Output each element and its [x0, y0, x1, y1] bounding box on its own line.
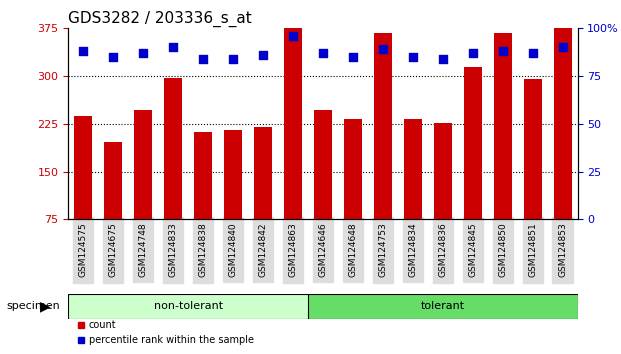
Text: tolerant: tolerant: [420, 301, 465, 311]
Point: [348, 54, 358, 60]
Text: GDS3282 / 203336_s_at: GDS3282 / 203336_s_at: [68, 11, 252, 27]
Point: [78, 48, 88, 54]
Point: [258, 52, 268, 58]
Point: [168, 45, 178, 50]
Text: non-tolerant: non-tolerant: [153, 301, 223, 311]
Legend: count, percentile rank within the sample: count, percentile rank within the sample: [73, 316, 258, 349]
Text: ▶: ▶: [40, 299, 51, 313]
Point: [408, 54, 418, 60]
Point: [438, 56, 448, 62]
Bar: [344, 119, 362, 219]
Bar: [404, 119, 422, 219]
Bar: [134, 110, 152, 219]
Bar: [75, 116, 93, 219]
Point: [558, 45, 568, 50]
Bar: [494, 33, 512, 219]
Point: [228, 56, 238, 62]
Bar: [374, 33, 392, 219]
Point: [108, 54, 118, 60]
Point: [528, 50, 538, 56]
Point: [288, 33, 298, 39]
Bar: [553, 22, 571, 219]
Point: [497, 48, 507, 54]
Point: [198, 56, 208, 62]
Point: [378, 46, 388, 52]
Text: specimen: specimen: [6, 301, 60, 311]
Bar: [524, 79, 542, 219]
Bar: [194, 132, 212, 219]
Bar: [164, 78, 182, 219]
Bar: [284, 0, 302, 219]
Point: [468, 50, 478, 56]
Bar: [104, 142, 122, 219]
Point: [138, 50, 148, 56]
Bar: [314, 110, 332, 219]
Bar: [433, 122, 451, 219]
Bar: [224, 130, 242, 219]
Point: [318, 50, 328, 56]
Bar: [464, 67, 482, 219]
Bar: [254, 127, 272, 219]
